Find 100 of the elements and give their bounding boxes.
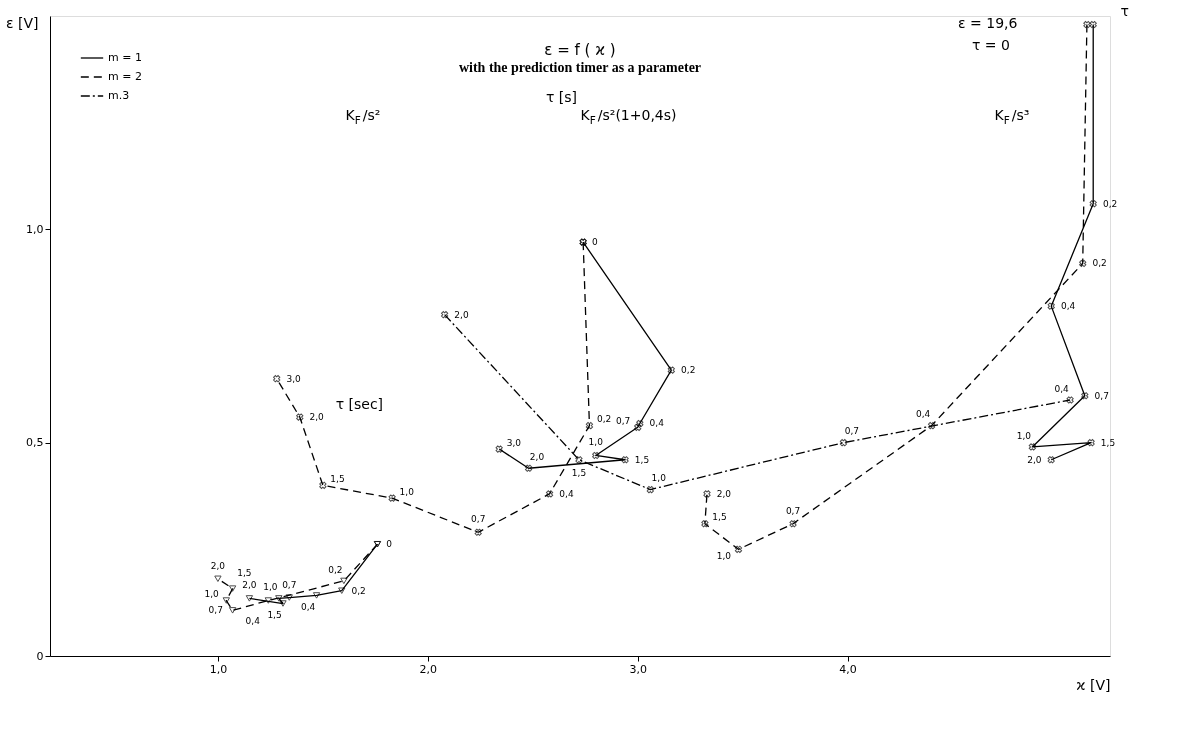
annotation: 0,2	[328, 564, 343, 575]
annotation: 0,4	[649, 418, 665, 429]
annotation: 1,5	[267, 609, 282, 620]
y-axis-title: ε [V]	[5, 14, 39, 31]
point	[495, 445, 503, 453]
annotation: 0,7	[208, 605, 223, 616]
annotation: 0,4	[1060, 301, 1076, 312]
annotation: 1,5	[634, 454, 650, 465]
point	[222, 597, 230, 604]
annotation: 0,2	[1092, 258, 1107, 269]
point	[1089, 20, 1097, 29]
annotation: 0,4	[245, 616, 261, 627]
point	[839, 439, 848, 447]
point	[927, 421, 936, 430]
annotation: 0,2	[1102, 198, 1118, 209]
x-tick-label: 4,0	[839, 662, 857, 676]
annotation: 1,0	[588, 437, 604, 448]
point	[1081, 392, 1089, 400]
point	[440, 311, 449, 319]
annotation: 0,7	[785, 505, 801, 516]
legend-label: m = 1	[108, 51, 142, 64]
point	[340, 577, 348, 585]
annotation: 3,0	[506, 437, 522, 448]
point	[228, 607, 237, 614]
point	[279, 600, 287, 607]
legend-label: m = 2	[108, 70, 142, 83]
annotation: 0,4	[1054, 383, 1070, 394]
point	[1079, 259, 1087, 268]
annotation: 1,5	[571, 467, 587, 478]
annotation: 1,5	[1100, 437, 1116, 448]
annotation: 2,0	[309, 412, 325, 423]
point	[636, 419, 644, 428]
annotation: 1,5	[237, 568, 252, 578]
annotation: 1,0	[651, 473, 667, 484]
point	[1087, 439, 1095, 447]
point	[1047, 456, 1055, 464]
annotation: 0,7	[471, 514, 486, 525]
point	[273, 375, 281, 383]
annotation: 0	[386, 539, 393, 550]
annotation: τ [s]	[545, 89, 578, 105]
point	[228, 585, 237, 592]
text: τ	[1120, 3, 1129, 19]
annotation: 0,2	[681, 365, 696, 376]
legend-label: m.3	[108, 89, 130, 102]
annotation: 0	[591, 237, 598, 248]
annotation: 0,4	[300, 601, 316, 612]
x-tick-label: 2,0	[419, 662, 438, 676]
point	[296, 413, 304, 421]
annotation: τ = 0	[971, 37, 1010, 53]
point	[575, 456, 583, 464]
point	[1089, 200, 1097, 208]
annotation: 0,7	[282, 579, 297, 590]
point	[667, 366, 675, 374]
annotation: 0,2	[596, 414, 612, 425]
point	[585, 421, 594, 430]
point	[524, 464, 533, 472]
y-tick-label: 0	[36, 649, 44, 663]
point	[592, 451, 600, 460]
annotation: 0,4	[915, 409, 931, 420]
annotation: 0,7	[1094, 390, 1109, 401]
point	[621, 456, 629, 464]
point	[703, 490, 711, 498]
annotation: 2,0	[529, 452, 545, 463]
x-axis-title: ϰ [V]	[1076, 676, 1111, 693]
point	[1083, 20, 1091, 29]
point	[646, 485, 654, 494]
annotation: 0,4	[559, 488, 574, 499]
point	[474, 528, 482, 536]
x-tick-label: 1,0	[209, 662, 228, 676]
point	[701, 520, 709, 528]
point	[1028, 443, 1036, 451]
point	[734, 545, 743, 553]
text: ε = f ( ϰ )	[544, 41, 616, 59]
annotation: ε = 19,6	[958, 15, 1018, 31]
point	[338, 587, 346, 594]
point	[319, 481, 327, 489]
annotation: 2,0	[716, 488, 732, 499]
point	[214, 575, 222, 583]
point	[245, 595, 254, 602]
x-tick-label: 3,0	[629, 662, 647, 676]
annotation: 2,0	[1027, 454, 1042, 465]
annotation: 2,0	[242, 580, 257, 591]
point	[285, 594, 293, 601]
point	[264, 597, 272, 604]
annotation: 1,5	[330, 473, 345, 484]
annotation: 2,0	[210, 560, 226, 571]
annotation: τ [sec]	[335, 396, 384, 412]
text: with the prediction timer as a parameter	[458, 60, 702, 75]
annotation: 1,0	[399, 486, 415, 497]
annotation: 0,2	[351, 585, 366, 596]
annotation: 0,7	[615, 415, 631, 426]
annotation: 3,0	[286, 373, 302, 384]
point	[545, 490, 554, 498]
y-tick-label: 1,0	[26, 222, 44, 236]
annotation: 1,0	[716, 550, 732, 561]
annotation: 1,0	[263, 582, 278, 593]
point	[634, 423, 642, 431]
annotation: 2,0	[454, 309, 469, 320]
point	[275, 595, 283, 602]
point	[789, 520, 797, 528]
